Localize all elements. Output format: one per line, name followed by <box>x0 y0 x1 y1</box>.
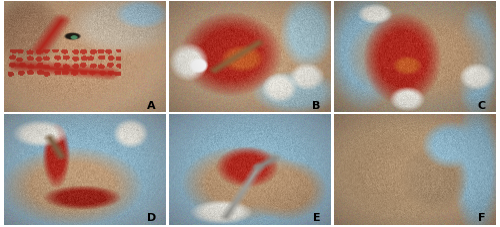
Text: A: A <box>147 100 156 110</box>
Text: F: F <box>478 212 485 222</box>
Text: B: B <box>312 100 320 110</box>
Text: E: E <box>312 212 320 222</box>
Text: D: D <box>147 212 156 222</box>
Text: C: C <box>478 100 486 110</box>
